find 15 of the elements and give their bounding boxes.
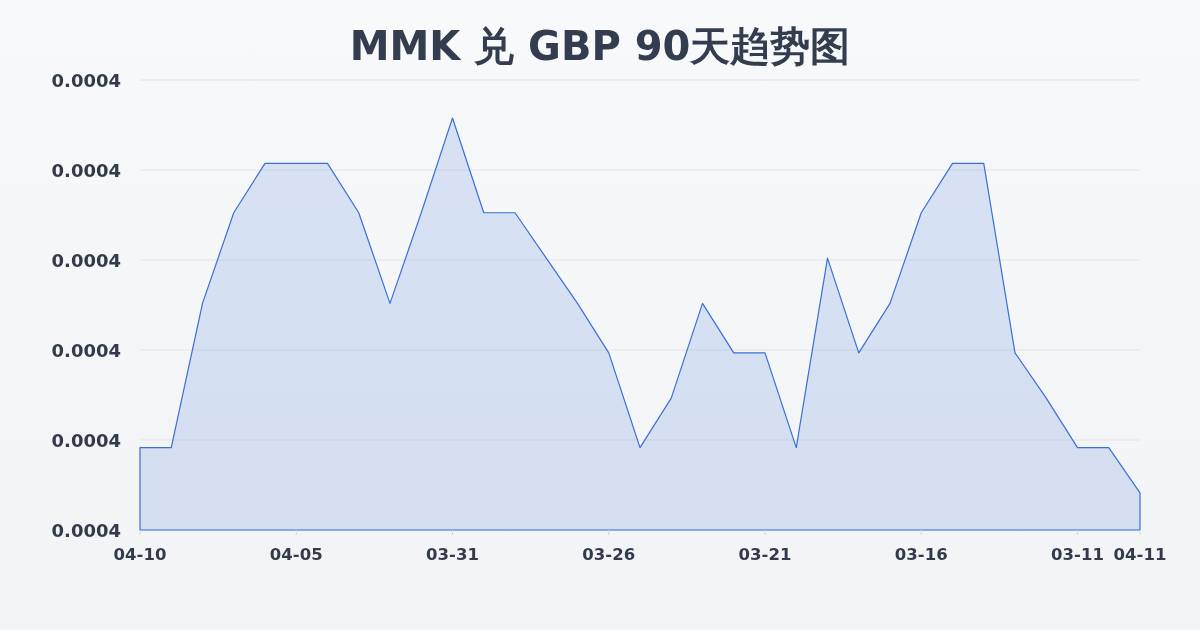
xtick-label: 03-31 (426, 545, 479, 564)
xtick-label: 04-11 (1113, 545, 1167, 564)
ytick-label: 0.0004 (51, 519, 121, 541)
ytick-label: 0.0004 (51, 429, 121, 451)
title: MMK 兑 GBP 90天趋势图 (349, 23, 851, 69)
ytick-label: 0.0004 (51, 69, 121, 91)
xtick-label: 04-10 (113, 545, 167, 564)
xtick-label: 03-21 (738, 545, 792, 564)
xtick-label: 03-11 (1051, 545, 1104, 564)
xtick-label: 04-05 (269, 545, 323, 564)
xtick-label: 03-16 (894, 545, 948, 564)
ytick-label: 0.0004 (51, 249, 121, 271)
ytick-label: 0.0004 (51, 339, 121, 361)
ytick-label: 0.0004 (51, 159, 121, 181)
xtick-label: 03-26 (582, 545, 636, 564)
